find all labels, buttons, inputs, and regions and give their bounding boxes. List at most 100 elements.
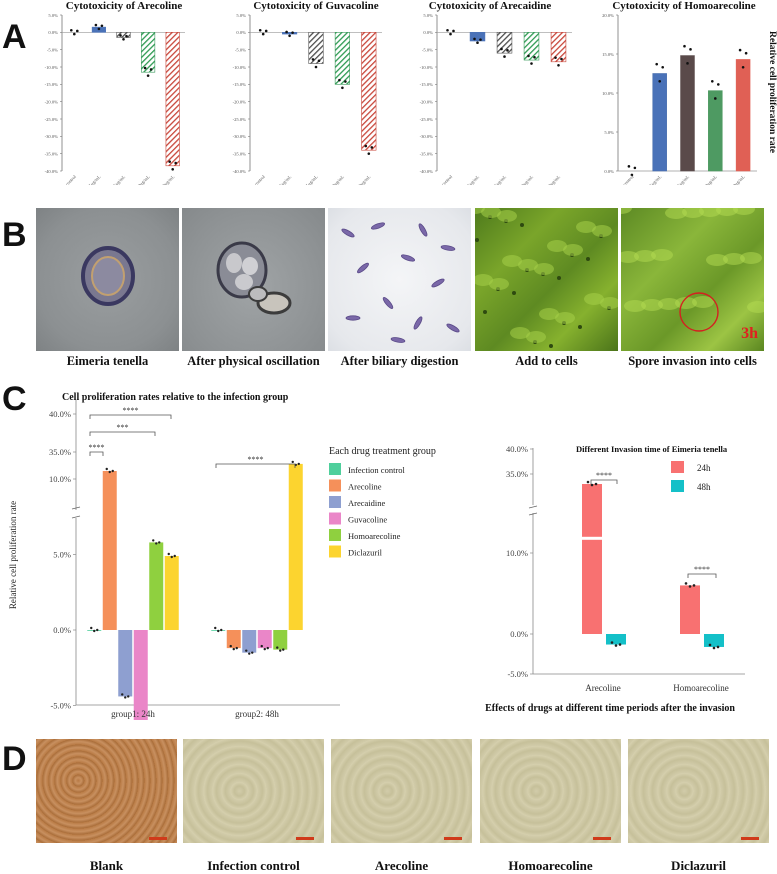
panel-c-left-group-label: group1: 24h — [111, 709, 155, 719]
panel-a-point — [311, 58, 315, 61]
panel-a-tick-label: -20.0% — [233, 99, 247, 104]
panel-c-left-point — [121, 693, 124, 696]
panel-a-point — [714, 97, 717, 100]
panel-c-legend-label: Homoarecoline — [348, 531, 401, 541]
scale-bar — [444, 837, 462, 840]
panel-a-point — [100, 24, 104, 28]
panel-c-left-point — [229, 644, 232, 648]
panel-c-right-point — [692, 584, 696, 587]
panel-a-point — [554, 56, 557, 59]
panel-a-bar — [496, 32, 513, 54]
panel-a-tick-label: -15.0% — [45, 82, 59, 87]
panel-a-point — [261, 32, 265, 36]
panel-a-chart-title: Cytotoxicity of Homoarecoline — [612, 0, 755, 12]
panel-c-left-point — [152, 539, 155, 542]
scale-bar — [741, 837, 759, 840]
panel-a-point — [630, 173, 634, 177]
panel-c-left-bar — [102, 471, 117, 630]
panel-d-micrograph-2 — [183, 739, 324, 843]
panel-c-right-point — [586, 480, 590, 484]
panel-c-legend-swatch — [329, 496, 341, 508]
panel-b-caption: Spore invasion into cells — [628, 354, 757, 368]
panel-d-micrograph-4 — [480, 739, 621, 843]
panel-c-right-point — [688, 585, 692, 588]
panel-c-left-point — [263, 647, 266, 651]
panel-c-left-point — [220, 628, 223, 632]
panel-c-right-legend-swatch — [671, 480, 684, 492]
panel-c-left-title: Cell proliferation rates relative to the… — [62, 392, 289, 403]
panel-a-tick-label: 5.0% — [423, 13, 433, 18]
panel-a-category-label: 25μg/mL — [111, 174, 127, 185]
panel-a-tick-label: -20.0% — [420, 99, 434, 104]
panel-c-left-point — [90, 626, 93, 630]
panel-a-bar — [680, 55, 695, 172]
panel-a-point — [452, 29, 455, 33]
panel-c-left-group-label: group2: 48h — [235, 709, 279, 719]
panel-a-point — [530, 62, 533, 65]
panel-c-right-significance: **** — [694, 565, 710, 574]
panel-a-tick-label: -30.0% — [45, 134, 59, 139]
panel-a-tick-label: -35.0% — [45, 151, 59, 156]
panel-a-tick-label: -40.0% — [233, 169, 247, 174]
panel-a-point — [338, 78, 341, 82]
panel-a-bar — [469, 32, 486, 42]
panel-c-right-legend-label: 24h — [697, 463, 711, 473]
panel-a-right-axis-label: Relative cell proliferation rate — [767, 31, 777, 153]
panel-c-left-point — [266, 646, 269, 650]
panel-a-point — [446, 28, 449, 32]
panel-c-left-point — [96, 628, 99, 632]
panel-a-chart-title: Cytotoxicity of Guvacoline — [253, 0, 378, 12]
panel-c-left-significance: **** — [248, 455, 264, 464]
panel-c-left-point — [108, 470, 111, 474]
panel-a-point — [122, 37, 125, 41]
panel-c-left-point — [248, 652, 251, 655]
panel-a-bar — [334, 32, 350, 85]
panel-a-point — [560, 57, 563, 61]
panel-a-point — [500, 47, 503, 51]
scale-bar — [593, 837, 611, 840]
panel-a-point — [125, 34, 128, 38]
panel-a-tick-label: -5.0% — [422, 47, 433, 52]
panel-c-right-tick-label: 35.0% — [506, 469, 528, 479]
panel-a-category-label: 25μg/mL — [492, 174, 508, 185]
panel-b-micrograph-1 — [36, 208, 179, 351]
panel-c-left-point — [291, 460, 294, 464]
panel-c-right-significance: **** — [596, 471, 612, 480]
panel-a-point — [171, 167, 174, 171]
panel-c-right-tick-label: 10.0% — [506, 548, 528, 558]
panel-b-micrograph-4 — [475, 208, 618, 351]
panel-c-left-tick-label: -5.0% — [50, 701, 71, 711]
scale-bar — [296, 837, 314, 840]
panel-a-point — [683, 44, 686, 48]
panel-a-point — [149, 68, 153, 71]
panel-a-tick-label: -35.0% — [233, 151, 247, 156]
panel-a-tick-label: 5.0% — [604, 130, 614, 135]
panel-c-left-point — [167, 552, 170, 556]
panel-a-tick-label: -5.0% — [47, 47, 58, 52]
panel-c-charts: Cell proliferation rates relative to the… — [8, 380, 745, 720]
panel-a-point — [168, 160, 171, 163]
panel-d-caption: Diclazuril — [671, 858, 726, 873]
panel-a-category-label: control — [253, 174, 266, 185]
panel-a-bar — [735, 59, 751, 172]
panel-c-legend-swatch — [329, 463, 341, 475]
panel-c-left-bar — [288, 463, 303, 630]
panel-c-legend-swatch — [329, 479, 341, 492]
panel-c-right-point — [684, 582, 688, 585]
panel-c-left-bar — [273, 630, 288, 650]
panel-c-right-tick-label: -5.0% — [507, 669, 528, 679]
panel-c-right-legend-swatch — [671, 461, 684, 473]
panel-c-left-point — [245, 649, 248, 652]
panel-c-left-bar — [164, 556, 179, 630]
panel-a-chart-title: Cytotoxicity of Arecaidine — [429, 0, 552, 12]
panel-a-point — [264, 29, 268, 33]
panel-a-tick-label: -10.0% — [233, 65, 247, 70]
panel-a-tick-label: -25.0% — [420, 117, 434, 122]
panel-c-left-point — [111, 469, 114, 473]
panel-c-right-tick-label: 40.0% — [506, 444, 528, 454]
panel-a-bar — [652, 73, 667, 172]
panel-c-legend-label: Infection control — [348, 465, 406, 475]
panel-d-caption: Infection control — [207, 858, 300, 873]
panel-a-bar — [523, 32, 540, 61]
panel-a-tick-label: -15.0% — [233, 82, 247, 87]
